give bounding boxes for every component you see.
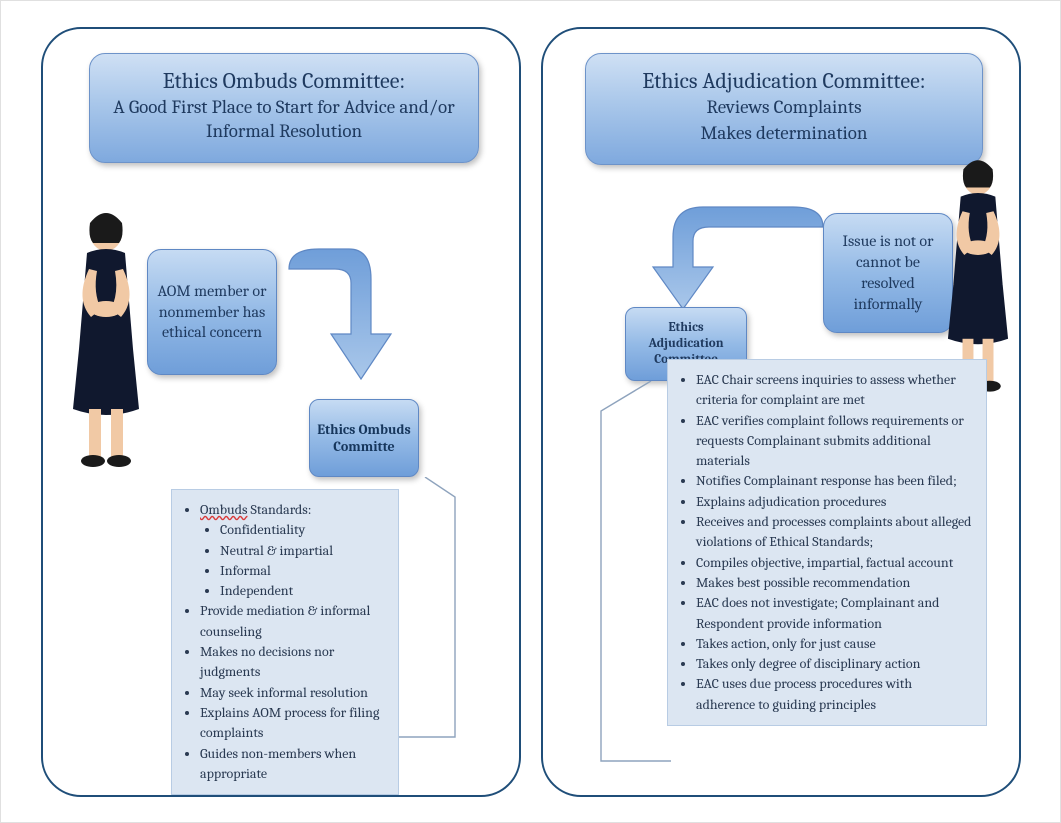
right-bullet-item: Receives and processes complaints about …	[696, 512, 974, 553]
right-issue-box: Issue is not or cannot be resolved infor…	[823, 213, 953, 333]
right-detail-box: EAC Chair screens inquiries to assess wh…	[667, 359, 987, 726]
left-bullet-item: Provide mediation & informal counseling	[200, 601, 386, 642]
left-header: Ethics Ombuds Committee: A Good First Pl…	[89, 53, 479, 163]
left-node: Ethics Ombuds Committe	[309, 399, 419, 477]
right-bullet-item: EAC verifies complaint follows requireme…	[696, 411, 974, 472]
right-bullet-item: Takes action, only for just cause	[696, 634, 974, 654]
left-bullet-item: May seek informal resolution	[200, 683, 386, 703]
left-bullet-item: Makes no decisions nor judgments	[200, 642, 386, 683]
right-bullet-item: Makes best possible recommendation	[696, 573, 974, 593]
left-detail-list: Ombuds Standards: ConfidentialityNeutral…	[178, 500, 386, 601]
right-bullet-item: Takes only degree of disciplinary action	[696, 654, 974, 674]
right-panel: Ethics Adjudication Committee: Reviews C…	[541, 27, 1021, 797]
right-bullet-item: Explains adjudication procedures	[696, 492, 974, 512]
right-bullet-item: Notifies Complainant response has been f…	[696, 471, 974, 491]
right-header-title: Ethics Adjudication Committee:	[606, 68, 962, 94]
right-bullet-item: EAC does not investigate; Complainant an…	[696, 593, 974, 634]
person-figure-left	[61, 209, 151, 469]
right-bullet-item: EAC uses due process procedures with adh…	[696, 674, 974, 715]
left-bullet-item: Explains AOM process for filing complain…	[200, 703, 386, 744]
left-bullet-item: Guides non-members when appropriate	[200, 744, 386, 785]
left-header-title: Ethics Ombuds Committee:	[110, 68, 458, 94]
right-header-sub1: Reviews Complaints	[606, 96, 962, 120]
right-header: Ethics Adjudication Committee: Reviews C…	[585, 53, 983, 165]
left-node-label: Ethics Ombuds Committe	[316, 421, 412, 456]
arrow-right	[633, 197, 833, 317]
left-detail-box: Ombuds Standards: ConfidentialityNeutral…	[171, 489, 399, 795]
left-standard-item: Confidentiality	[220, 520, 386, 540]
left-panel: Ethics Ombuds Committee: A Good First Pl…	[41, 27, 521, 797]
arrow-left	[279, 239, 399, 399]
right-bullet-item: Compiles objective, impartial, factual a…	[696, 553, 974, 573]
left-header-sub: A Good First Place to Start for Advice a…	[110, 96, 458, 144]
right-header-sub2: Makes determination	[606, 122, 962, 146]
left-standard-item: Independent	[220, 581, 386, 601]
left-start-text: AOM member or nonmember has ethical conc…	[156, 281, 268, 343]
left-start-box: AOM member or nonmember has ethical conc…	[147, 249, 277, 375]
right-issue-text: Issue is not or cannot be resolved infor…	[832, 231, 944, 314]
ombuds-rest: Standards:	[247, 501, 311, 518]
left-callout-line	[395, 477, 465, 747]
left-lead-item: Ombuds Standards: ConfidentialityNeutral…	[200, 500, 386, 601]
ombuds-word: Ombuds	[200, 501, 247, 518]
left-standard-item: Neutral & impartial	[220, 541, 386, 561]
right-bullet-item: EAC Chair screens inquiries to assess wh…	[696, 370, 974, 411]
left-standard-item: Informal	[220, 561, 386, 581]
